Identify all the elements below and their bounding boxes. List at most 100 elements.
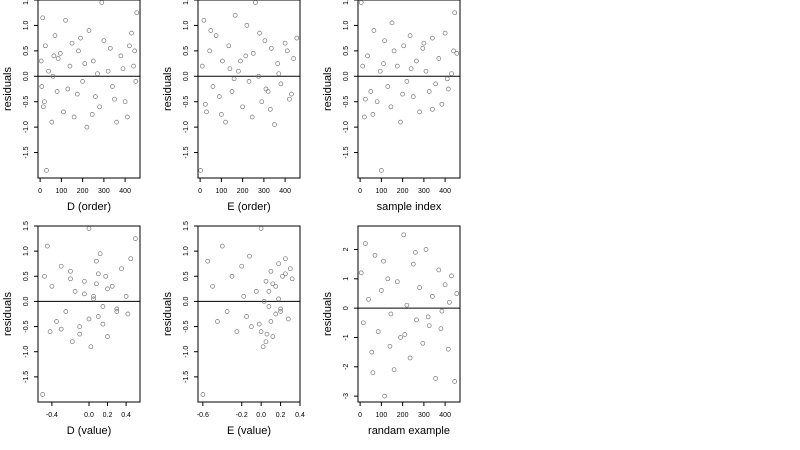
data-point bbox=[107, 45, 113, 51]
x-axis-label: E (order) bbox=[227, 201, 270, 213]
data-point bbox=[95, 314, 101, 319]
data-point bbox=[366, 296, 371, 302]
data-point bbox=[229, 89, 235, 94]
data-point bbox=[76, 48, 81, 54]
data-point bbox=[109, 283, 115, 289]
data-point bbox=[382, 393, 387, 399]
data-point bbox=[265, 89, 271, 94]
data-point bbox=[240, 104, 245, 110]
data-point bbox=[213, 33, 219, 38]
data-point bbox=[414, 58, 419, 64]
data-point bbox=[283, 256, 288, 262]
data-point bbox=[82, 291, 87, 297]
data-point bbox=[259, 99, 265, 105]
data-point bbox=[253, 0, 258, 5]
data-point bbox=[93, 94, 98, 99]
data-point bbox=[263, 339, 269, 345]
x-tick-label: 0.0 bbox=[256, 412, 266, 419]
data-point bbox=[39, 84, 45, 89]
data-point bbox=[391, 48, 397, 54]
data-point bbox=[270, 334, 276, 339]
y-tick-label: 0 bbox=[343, 306, 350, 310]
data-point bbox=[410, 261, 416, 267]
x-tick-label: 400 bbox=[439, 412, 451, 419]
data-point bbox=[227, 66, 233, 72]
data-point bbox=[421, 40, 427, 46]
data-point bbox=[84, 124, 90, 130]
y-axis-label: residuals bbox=[2, 291, 14, 336]
data-point bbox=[398, 335, 403, 340]
data-point bbox=[262, 38, 268, 44]
data-point bbox=[433, 81, 438, 87]
data-point bbox=[388, 311, 394, 317]
data-point bbox=[253, 289, 259, 294]
panel-3: 0 100 200 300 400 -1.5 -1.0 -0.5 0.0 0.5 1.0 1.5 sam… bbox=[322, 0, 461, 213]
data-point bbox=[426, 323, 432, 329]
data-point bbox=[78, 35, 83, 41]
plot-frame bbox=[357, 0, 461, 179]
y-tick-label: -1.5 bbox=[343, 146, 350, 158]
data-point bbox=[452, 379, 458, 384]
data-point bbox=[80, 79, 85, 84]
y-tick-label: -0.5 bbox=[183, 96, 190, 108]
y-tick-label: 0.5 bbox=[183, 271, 190, 281]
data-point bbox=[284, 48, 290, 54]
x-tick-label: 200 bbox=[77, 188, 89, 195]
y-tick-label: -0.5 bbox=[183, 320, 190, 332]
data-point bbox=[258, 329, 264, 334]
data-point bbox=[63, 17, 68, 23]
data-point bbox=[97, 251, 103, 257]
data-point bbox=[420, 340, 426, 346]
data-point bbox=[387, 343, 393, 349]
data-point bbox=[287, 96, 292, 102]
x-tick-label: 0.0 bbox=[84, 412, 94, 419]
x-tick-label: -0.4 bbox=[46, 412, 58, 419]
data-point bbox=[114, 306, 120, 312]
data-point bbox=[203, 101, 208, 107]
data-point bbox=[365, 53, 370, 59]
data-point bbox=[95, 271, 101, 277]
data-point bbox=[439, 101, 445, 107]
data-point bbox=[285, 316, 291, 322]
data-point bbox=[40, 15, 46, 21]
data-point bbox=[414, 317, 419, 323]
data-point bbox=[205, 258, 211, 264]
panel-1: 0 100 200 300 400 -1.5 -1.0 -0.5 0.0 0.5 1.0 1.5 D (… bbox=[2, 0, 141, 213]
data-point bbox=[114, 309, 120, 314]
y-tick-label: 1.0 bbox=[343, 20, 350, 30]
data-point bbox=[231, 76, 237, 82]
x-tick-label: 200 bbox=[397, 412, 409, 419]
data-point bbox=[226, 43, 232, 49]
x-tick-label: 0 bbox=[358, 412, 362, 419]
data-point bbox=[51, 53, 57, 59]
x-tick-label: 0.2 bbox=[103, 412, 113, 419]
y-tick-label: -1.0 bbox=[343, 121, 350, 133]
data-point bbox=[54, 319, 59, 324]
y-tick-label: 0.0 bbox=[23, 296, 30, 306]
data-point bbox=[381, 61, 386, 66]
data-point bbox=[55, 56, 61, 61]
data-point bbox=[442, 30, 448, 36]
data-point bbox=[256, 321, 262, 327]
data-point bbox=[58, 263, 64, 269]
y-tick-label: 1.0 bbox=[23, 246, 30, 256]
data-point bbox=[94, 281, 99, 287]
data-point bbox=[294, 35, 300, 41]
data-point bbox=[398, 119, 403, 125]
y-tick-label: 2 bbox=[343, 247, 350, 251]
data-point bbox=[401, 43, 407, 49]
data-point bbox=[97, 104, 102, 110]
data-point bbox=[77, 324, 83, 329]
data-point bbox=[101, 38, 107, 44]
data-point bbox=[408, 66, 414, 72]
data-point bbox=[382, 38, 387, 44]
data-point bbox=[74, 91, 80, 97]
data-point bbox=[65, 86, 71, 92]
data-point bbox=[68, 268, 73, 274]
data-point bbox=[249, 114, 255, 120]
y-tick-label: 1.0 bbox=[183, 20, 190, 30]
panel-2: 0 100 200 300 400 -1.5 -1.0 -0.5 0.0 0.5 1.0 1.5 E (… bbox=[162, 0, 301, 213]
data-point bbox=[44, 243, 50, 249]
x-tick-label: 300 bbox=[258, 188, 270, 195]
data-point bbox=[128, 256, 134, 262]
